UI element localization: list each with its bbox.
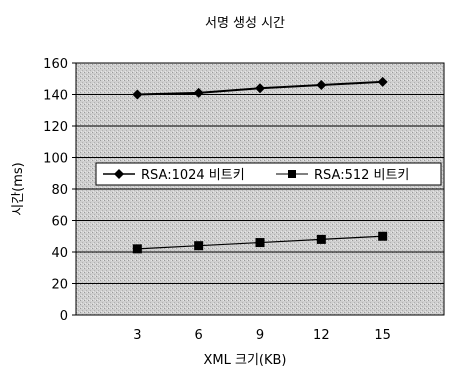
data-point-diamond <box>193 87 204 98</box>
y-tick-label: 40 <box>51 246 68 261</box>
x-axis-label: XML 크기(KB) <box>203 353 286 368</box>
legend-marker-diamond <box>114 169 124 179</box>
y-tick-label: 80 <box>51 183 68 198</box>
data-point-square <box>378 231 388 241</box>
x-axis-ticks: 3 6 9 12 15 <box>133 328 391 343</box>
data-point-diamond <box>377 76 388 87</box>
data-point-square <box>194 241 204 251</box>
y-tick-label: 140 <box>43 89 68 104</box>
y-tick-label: 120 <box>43 120 68 135</box>
y-axis-label: 시간(ms) <box>11 162 26 216</box>
legend: RSA:1024 비트키 RSA:512 비트키 <box>95 162 442 186</box>
data-point-diamond <box>316 80 327 91</box>
y-tick-label: 60 <box>51 215 68 230</box>
x-tick-label: 12 <box>313 328 330 343</box>
legend-marker-square <box>288 170 296 178</box>
y-axis-ticks: 0 20 40 60 80 100 120 140 160 <box>43 57 76 324</box>
x-tick-label: 6 <box>195 328 203 343</box>
y-tick-label: 20 <box>51 278 68 293</box>
data-point-square <box>255 238 265 248</box>
data-point-square <box>132 244 142 254</box>
series-layer <box>132 76 388 254</box>
y-tick-label: 100 <box>43 152 68 167</box>
legend-label-rsa1024: RSA:1024 비트키 <box>141 168 245 183</box>
data-point-diamond <box>132 89 143 100</box>
legend-box <box>95 162 442 186</box>
y-tick-label: 0 <box>60 309 68 324</box>
x-tick-label: 15 <box>374 328 391 343</box>
y-tick-label: 160 <box>43 57 68 72</box>
x-tick-label: 3 <box>133 328 141 343</box>
x-tick-label: 9 <box>256 328 264 343</box>
data-point-square <box>316 234 326 244</box>
chart-title: 서명 생성 시간 <box>205 16 285 31</box>
legend-label-rsa512: RSA:512 비트키 <box>314 168 409 183</box>
data-point-diamond <box>255 83 265 94</box>
